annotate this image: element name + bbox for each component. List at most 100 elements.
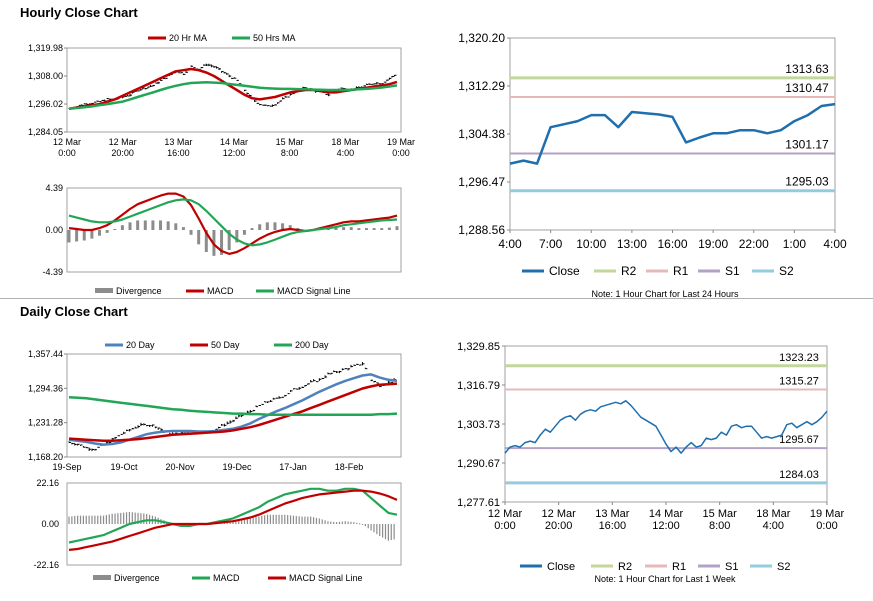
divergence-bar: [151, 220, 155, 230]
divergence-bar: [376, 524, 378, 535]
x-tick-label: 12 Mar: [542, 508, 577, 520]
divergence-bar: [189, 230, 193, 235]
divergence-bar: [364, 228, 368, 230]
x-tick-label: 16:00: [167, 148, 190, 158]
divergence-bar: [131, 512, 133, 524]
divergence-bar: [238, 519, 240, 524]
divergence-bar: [342, 227, 346, 230]
y-tick-label: 1,329.85: [457, 341, 500, 353]
divergence-bar: [372, 228, 376, 230]
x-tick-label: 16:00: [657, 237, 687, 251]
y-tick-label: 4.39: [45, 183, 63, 193]
x-tick-label: 4:00: [498, 237, 522, 251]
x-tick-label: 4:00: [763, 520, 784, 532]
divergence-bar: [312, 517, 315, 524]
legend-label: S2: [779, 264, 794, 278]
divergence-bar: [350, 521, 352, 524]
divergence-bar: [265, 222, 269, 230]
x-tick-label: 12 Mar: [109, 137, 137, 147]
divergence-bar: [273, 222, 277, 230]
divergence-bar: [252, 517, 254, 524]
divergence-bar: [321, 519, 323, 524]
level-label: 1323.23: [779, 352, 819, 364]
legend-label: Divergence: [114, 573, 160, 583]
x-tick-label: 18 Mar: [756, 508, 791, 520]
legend-label: 50 Day: [211, 340, 240, 350]
level-label: 1315.27: [779, 376, 819, 388]
divergence-bar: [246, 518, 248, 524]
series-line: [68, 81, 398, 110]
divergence-bar: [395, 226, 399, 230]
legend-label: 200 Day: [295, 340, 329, 350]
divergence-bar: [258, 516, 260, 524]
plot-frame: [66, 353, 402, 458]
divergence-bar: [301, 516, 303, 524]
divergence-bar: [111, 513, 113, 524]
divergence-bar: [113, 229, 117, 231]
divergence-bar: [318, 518, 320, 524]
divergence-bar: [281, 223, 285, 230]
legend-swatch: [93, 575, 111, 580]
level-label: 1301.17: [785, 137, 829, 151]
divergence-bar: [108, 514, 110, 524]
divergence-bar: [105, 515, 108, 524]
y-tick-label: 1,308.00: [28, 71, 63, 81]
divergence-bar: [269, 514, 272, 524]
y-tick-label: 1,231.28: [28, 418, 63, 428]
divergence-bar: [123, 512, 125, 524]
y-tick-label: -4.39: [42, 267, 63, 277]
y-tick-label: 1,357.44: [28, 349, 63, 359]
legend-label: S1: [725, 264, 740, 278]
divergence-bar: [387, 227, 391, 230]
y-tick-label: 1,319.98: [28, 43, 63, 53]
divergence-bar: [197, 230, 201, 245]
divergence-bar: [356, 522, 358, 524]
divergence-bar: [181, 227, 185, 230]
y-tick-label: 0.00: [41, 519, 59, 529]
x-tick-label: 19 Mar: [810, 508, 845, 520]
divergence-bar: [266, 514, 269, 524]
divergence-bar: [358, 523, 361, 525]
x-tick-label: 8:00: [709, 520, 730, 532]
divergence-bar: [298, 516, 300, 524]
legend-swatch: [95, 288, 113, 293]
divergence-bar: [241, 519, 243, 524]
divergence-bar: [136, 220, 140, 230]
legend-label: 20 Day: [126, 340, 155, 350]
divergence-bar: [357, 228, 361, 230]
divergence-bar: [347, 521, 349, 524]
divergence-bar: [100, 515, 102, 524]
y-tick-label: 1,296.47: [458, 175, 505, 189]
x-tick-label: 13:00: [617, 237, 647, 251]
divergence-bar: [315, 517, 318, 524]
x-tick-label: 18-Feb: [335, 462, 364, 472]
divergence-bar: [275, 514, 277, 524]
x-tick-label: 20:00: [111, 148, 134, 158]
x-tick-label: 19-Sep: [52, 462, 81, 472]
series-line: [68, 395, 398, 416]
level-label: 1295.03: [785, 175, 829, 189]
macd-line: [68, 198, 398, 247]
x-tick-label: 18 Mar: [331, 137, 359, 147]
divergence-bar: [361, 524, 364, 525]
x-tick-label: 13 Mar: [164, 137, 192, 147]
macd-line: [68, 487, 398, 544]
divergence-bar: [74, 515, 76, 524]
divergence-bar: [120, 225, 124, 230]
series-line: [68, 373, 398, 446]
x-tick-label: 4:00: [823, 237, 847, 251]
section-divider: [0, 298, 873, 299]
divergence-bar: [284, 514, 286, 524]
divergence-bar: [338, 521, 341, 524]
daily-chart-note: Note: 1 Hour Chart for Last 1 Week: [594, 574, 736, 584]
y-tick-label: 1,296.02: [28, 99, 63, 109]
x-tick-label: 19 Mar: [387, 137, 415, 147]
y-tick-label: 22.16: [36, 478, 59, 488]
legend-label: Divergence: [116, 286, 162, 296]
x-tick-label: 14 Mar: [649, 508, 684, 520]
x-tick-label: 10:00: [576, 237, 606, 251]
